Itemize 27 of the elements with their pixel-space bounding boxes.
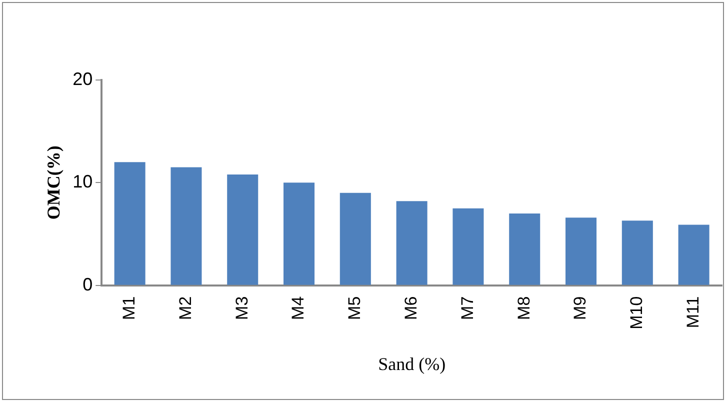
x-tick-label: M10 (627, 296, 646, 330)
x-axis-title: Sand (%) (378, 354, 446, 374)
x-tick-label: M2 (176, 296, 195, 320)
x-tick-label: M1 (120, 296, 139, 320)
x-tick-label: M11 (683, 296, 702, 328)
bar (284, 182, 315, 285)
bar (509, 213, 540, 285)
bar (227, 174, 258, 285)
x-tick-label: M8 (514, 296, 534, 320)
bar (396, 201, 428, 285)
x-tick-label: M9 (570, 296, 590, 320)
y-tick-label: 0 (82, 274, 93, 294)
bar (678, 224, 710, 285)
y-tick-label: 20 (72, 68, 93, 89)
x-tick-label: M6 (402, 296, 420, 320)
bar (565, 218, 597, 285)
x-tick-label: M4 (288, 296, 308, 320)
x-tick-label: M7 (458, 296, 477, 320)
bar (114, 162, 146, 285)
bar (622, 220, 653, 285)
bar (170, 167, 202, 285)
x-tick-label: M3 (232, 296, 252, 320)
y-axis-title: OMC(%) (43, 146, 64, 220)
x-tick-label: M5 (345, 296, 364, 320)
bar (340, 192, 371, 285)
bar (452, 208, 484, 285)
y-tick-label: 10 (72, 172, 93, 192)
